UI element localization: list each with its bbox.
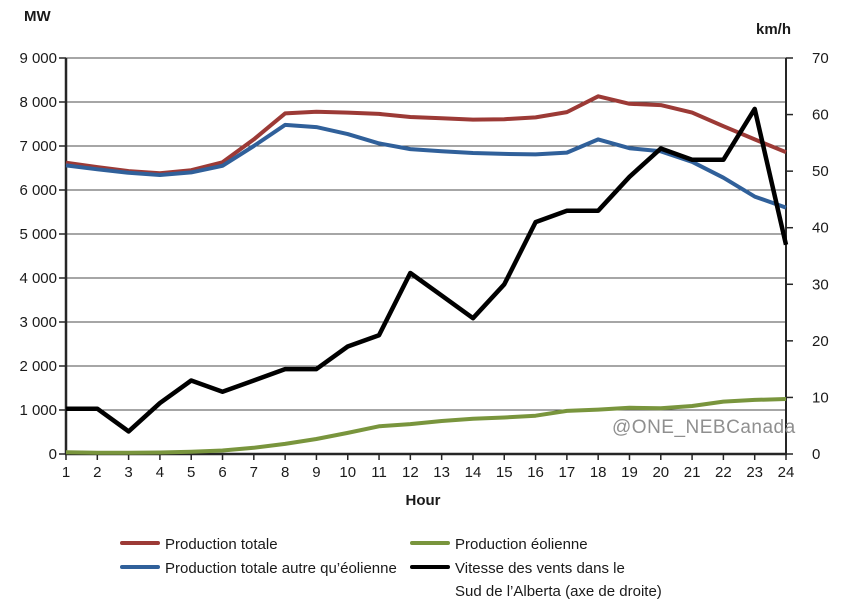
legend-item: Production totale autre qu’éolienne [120,557,397,580]
legend-swatch [410,541,450,545]
x-axis-tick-label: 2 [93,464,101,481]
x-axis-tick-label: 10 [339,464,356,481]
x-axis-tick-label: 24 [778,464,795,481]
left-axis-tick-label: 7 000 [19,138,57,155]
x-axis-tick-label: 18 [590,464,607,481]
legend-swatch [410,565,450,569]
left-axis-tick-label: 4 000 [19,270,57,287]
left-axis-tick-label: 8 000 [19,94,57,111]
legend-label: Production éolienne [455,536,588,553]
x-axis-tick-label: 14 [465,464,482,481]
x-axis-tick-label: 16 [527,464,544,481]
right-axis-tick-label: 0 [812,446,820,463]
x-axis-tick-label: 19 [621,464,638,481]
x-axis-tick-label: 22 [715,464,732,481]
left-axis-tick-label: 1 000 [19,402,57,419]
right-axis-tick-label: 20 [812,333,829,350]
series-line [65,94,787,176]
left-axis-tick-label: 3 000 [19,314,57,331]
right-axis-tick-label: 30 [812,276,829,293]
x-axis-tick-label: 20 [652,464,669,481]
right-axis-tick-label: 40 [812,220,829,237]
right-axis-tick-label: 60 [812,107,829,124]
x-axis-tick-label: 4 [156,464,164,481]
left-axis-tick-label: 0 [49,446,57,463]
legend-item: Vitesse des vents dans le Sud de l’Alber… [410,557,662,603]
x-axis-tick-label: 17 [559,464,576,481]
right-axis-tick-label: 50 [812,163,829,180]
x-axis-tick-label: 3 [124,464,132,481]
x-axis-tick-label: 5 [187,464,195,481]
legend-item: Production totale [120,533,278,556]
x-axis-title: Hour [405,492,441,509]
watermark-text: @ONE_NEBCanada [612,417,796,438]
left-axis-unit-label: MW [24,8,51,25]
x-axis-tick-label: 23 [746,464,763,481]
legend-label: Vitesse des vents dans le Sud de l’Alber… [455,560,662,600]
right-axis-tick-label: 70 [812,50,829,67]
x-axis-tick-label: 21 [684,464,701,481]
x-axis-tick-label: 12 [402,464,419,481]
series-line [65,397,787,455]
right-axis-tick-label: 10 [812,389,829,406]
left-axis-tick-label: 5 000 [19,226,57,243]
legend-label: Production totale [165,536,278,553]
x-axis-tick-label: 1 [62,464,70,481]
right-axis-unit-label: km/h [756,21,792,38]
x-axis-tick-label: 8 [281,464,289,481]
x-axis-tick-label: 11 [371,464,387,481]
legend-swatch [120,541,160,545]
series-line [65,122,787,210]
x-axis-tick-label: 7 [250,464,258,481]
legend-swatch [120,565,160,569]
legend-item: Production éolienne [410,533,588,556]
left-axis-tick-label: 9 000 [19,50,57,67]
left-axis-tick-label: 6 000 [19,182,57,199]
x-axis-tick-label: 6 [218,464,226,481]
series-line [66,106,789,434]
legend-label: Production totale autre qu’éolienne [165,560,397,577]
x-axis-tick-label: 13 [433,464,450,481]
x-axis-tick-label: 15 [496,464,513,481]
x-axis-tick-label: 9 [312,464,320,481]
left-axis-tick-label: 2 000 [19,358,57,375]
